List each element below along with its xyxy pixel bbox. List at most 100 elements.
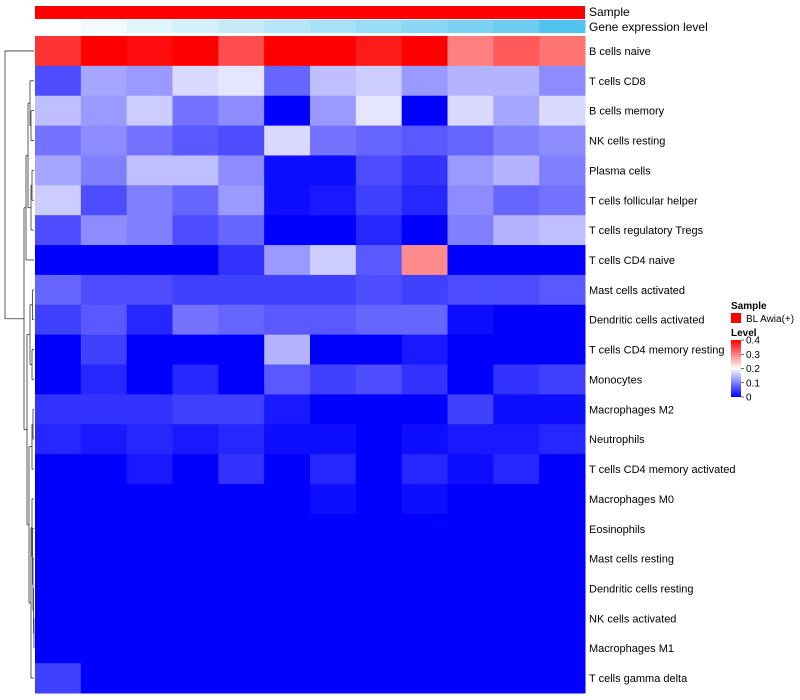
heatmap-cell — [539, 65, 586, 97]
heatmap-cell — [447, 394, 494, 425]
heatmap-cell — [310, 36, 357, 67]
heatmap-cell — [172, 454, 219, 485]
heatmap-cell — [401, 36, 448, 67]
row-label: NK cells resting — [589, 136, 665, 148]
heatmap-cell — [310, 394, 357, 425]
heatmap-cell — [264, 65, 311, 97]
heatmap-cell — [35, 215, 82, 246]
heatmap-cell — [264, 334, 311, 365]
heatmap-cell — [355, 155, 403, 186]
legend: Sample BL Awia(+) Level 0.4 0.3 0.2 0.1 0 — [731, 301, 794, 404]
heatmap-cell — [401, 483, 448, 515]
heatmap-cell — [401, 573, 448, 604]
heatmap-cell — [264, 513, 311, 545]
heatmap-cell — [172, 95, 219, 127]
heatmap-cell — [539, 245, 586, 276]
heatmap-cell — [493, 454, 540, 485]
heatmap-cell — [264, 125, 311, 156]
gene-expression-cell — [355, 20, 403, 33]
heatmap-cells — [35, 36, 586, 694]
heatmap-cell — [493, 274, 540, 306]
heatmap-cell — [35, 663, 82, 694]
sample-annotation-bar — [35, 6, 585, 19]
heatmap-cell — [539, 215, 586, 246]
legend-tick-label: 0.4 — [746, 336, 760, 347]
heatmap-cell — [539, 633, 586, 664]
heatmap-cell — [539, 663, 586, 694]
heatmap-cell — [172, 36, 219, 67]
heatmap-cell — [80, 513, 128, 545]
heatmap-cell — [35, 65, 82, 97]
heatmap-cell — [310, 125, 357, 156]
heatmap-cell — [355, 334, 403, 365]
heatmap-cell — [539, 483, 586, 515]
heatmap-cell — [35, 483, 82, 515]
heatmap-cell — [80, 633, 128, 664]
heatmap-cell — [172, 155, 219, 186]
heatmap-cell — [126, 36, 173, 67]
heatmap-cell — [493, 95, 540, 127]
heatmap-cell — [355, 274, 403, 306]
heatmap-cell — [35, 274, 82, 306]
heatmap-cell — [447, 513, 494, 545]
row-label: Eosinophils — [589, 524, 646, 536]
heatmap-cell — [172, 483, 219, 515]
heatmap-cell — [35, 513, 82, 545]
heatmap-cell — [218, 364, 265, 395]
heatmap-cell — [264, 454, 311, 485]
heatmap-cell — [355, 424, 403, 455]
heatmap-cell — [218, 424, 265, 455]
heatmap-cell — [493, 334, 540, 365]
heatmap-cell — [355, 125, 403, 156]
heatmap-cell — [493, 633, 540, 664]
heatmap-cell — [401, 454, 448, 485]
heatmap-cell — [218, 513, 265, 545]
heatmap-cell — [447, 125, 494, 156]
heatmap-cell — [310, 215, 357, 246]
heatmap-cell — [447, 95, 494, 127]
heatmap-cell — [493, 65, 540, 97]
heatmap-cell — [35, 125, 82, 156]
row-labels: B cells naive T cells CD8 B cells memory NK… — [589, 46, 736, 685]
heatmap-cell — [401, 424, 448, 455]
gene-expression-cell — [264, 20, 311, 33]
heatmap-cell — [310, 364, 357, 395]
heatmap-cell — [401, 155, 448, 186]
heatmap-cell — [401, 185, 448, 216]
heatmap-cell — [172, 245, 219, 276]
row-label: B cells memory — [589, 106, 665, 118]
heatmap-cell — [539, 125, 586, 156]
gene-expression-cell — [218, 20, 265, 33]
heatmap-cell — [35, 424, 82, 455]
heatmap-cell — [80, 245, 128, 276]
legend-sample-swatch — [731, 313, 741, 323]
heatmap-cell — [264, 573, 311, 604]
heatmap-cell — [539, 603, 586, 634]
heatmap-cell — [447, 334, 494, 365]
heatmap-cell — [401, 274, 448, 306]
heatmap-cell — [172, 334, 219, 365]
heatmap-cell — [310, 185, 357, 216]
heatmap-cell — [218, 304, 265, 336]
heatmap-cell — [447, 603, 494, 634]
heatmap-cell — [80, 215, 128, 246]
heatmap-cell — [493, 304, 540, 336]
heatmap-cell — [355, 483, 403, 515]
legend-tick-label: 0.3 — [746, 350, 760, 361]
heatmap-cell — [80, 185, 128, 216]
gene-expression-cell — [310, 20, 357, 33]
heatmap-cell — [126, 155, 173, 186]
heatmap-cell — [35, 36, 82, 67]
heatmap-cell — [355, 36, 403, 67]
heatmap-cell — [355, 364, 403, 395]
heatmap-cell — [264, 394, 311, 425]
heatmap-cell — [264, 185, 311, 216]
heatmap-cell — [539, 573, 586, 604]
heatmap-cell — [35, 185, 82, 216]
heatmap-cell — [447, 245, 494, 276]
heatmap-cell — [310, 633, 357, 664]
heatmap-cell — [447, 155, 494, 186]
row-label: Mast cells activated — [589, 285, 685, 297]
heatmap-cell — [539, 454, 586, 485]
row-label: Macrophages M1 — [589, 643, 674, 655]
